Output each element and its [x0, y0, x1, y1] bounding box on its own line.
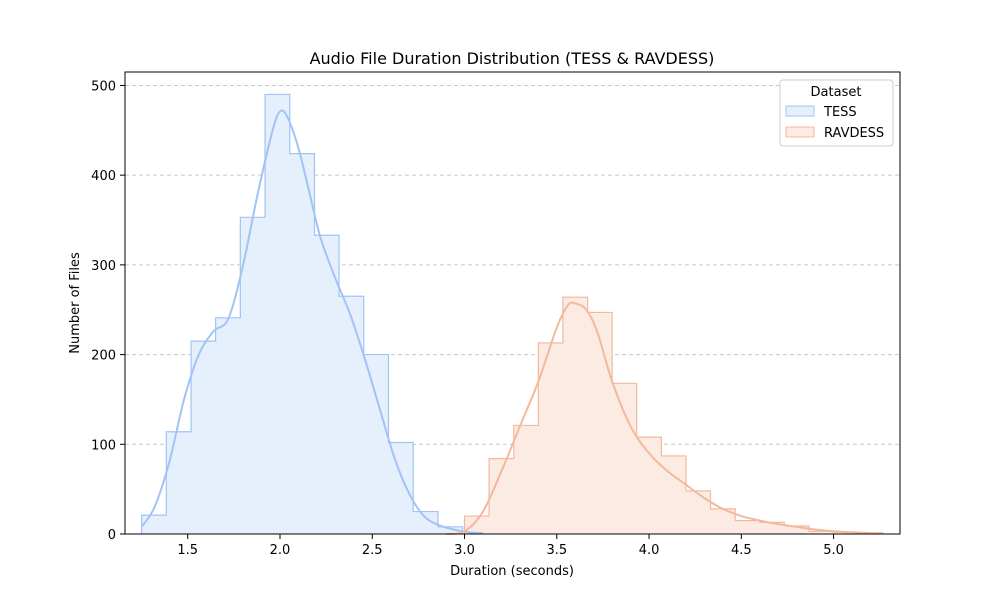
bar-ravdess-6 — [612, 383, 637, 534]
step-outline-ravdess — [463, 296, 884, 534]
step-outline-tess — [141, 93, 464, 534]
x-tick-label-0: 1.5 — [177, 543, 198, 558]
x-tick-label-7: 5.0 — [823, 543, 844, 558]
x-tick-label-3: 3.0 — [454, 543, 475, 558]
bar-ravdess-3 — [538, 342, 563, 534]
legend-label-ravdess: RAVDESS — [824, 126, 884, 141]
kde-curves — [140, 109, 884, 535]
bar-tess-10 — [388, 442, 414, 534]
chart-title: Audio File Duration Distribution (TESS &… — [310, 49, 715, 68]
bar-tess-2 — [191, 341, 216, 534]
legend-title: Dataset — [811, 85, 862, 100]
y-tick-label-4: 400 — [91, 169, 116, 184]
y-tick-label-3: 300 — [91, 259, 116, 274]
y-tick-label-5: 500 — [91, 79, 116, 94]
bar-tess-5 — [265, 94, 290, 534]
x-tick-label-5: 4.0 — [639, 543, 660, 558]
bar-ravdess-0 — [464, 516, 490, 534]
bar-ravdess-4 — [562, 297, 588, 534]
bar-ravdess-7 — [636, 437, 662, 534]
y-tick-label-2: 200 — [91, 349, 116, 364]
bar-ravdess-15 — [833, 532, 859, 534]
bar-ravdess-2 — [513, 425, 539, 534]
x-axis-title: Duration (seconds) — [450, 564, 574, 579]
x-tick-label-2: 2.5 — [362, 543, 383, 558]
kde-curve-ravdess — [445, 301, 884, 535]
y-tick-label-1: 100 — [91, 438, 116, 453]
bar-tess-3 — [215, 317, 241, 534]
bar-ravdess-12 — [759, 522, 785, 534]
y-axis-title: Number of Files — [68, 252, 83, 354]
legend-swatch-ravdess — [785, 126, 815, 138]
bar-tess-1 — [166, 431, 192, 534]
bar-ravdess-11 — [735, 520, 760, 534]
histogram-bars — [141, 93, 884, 534]
legend-swatch-tess — [785, 105, 815, 117]
bar-ravdess-13 — [784, 525, 810, 534]
x-tick-label-6: 4.5 — [731, 543, 752, 558]
bar-tess-0 — [141, 515, 167, 534]
bar-ravdess-5 — [587, 312, 613, 534]
bar-ravdess-14 — [809, 531, 834, 534]
bar-tess-9 — [363, 354, 389, 534]
x-tick-label-4: 3.5 — [546, 543, 567, 558]
x-tick-label-1: 2.0 — [270, 543, 291, 558]
bar-tess-8 — [339, 296, 364, 534]
axis-ticks: 1.5 2.0 2.5 3.0 3.5 4.0 4.5 5.0 0 100 200 300 400 500 — [91, 79, 844, 558]
bar-tess-4 — [240, 217, 266, 534]
legend-label-tess: TESS — [823, 105, 857, 120]
kde-curve-tess — [140, 109, 484, 535]
legend: Dataset TESS RAVDESS — [779, 79, 894, 147]
bar-tess-6 — [289, 153, 315, 534]
bar-ravdess-9 — [685, 490, 711, 534]
y-tick-label-0: 0 — [108, 528, 116, 543]
plot-frame — [124, 71, 901, 535]
bar-ravdess-8 — [661, 455, 686, 534]
bar-tess-7 — [314, 235, 340, 534]
bar-tess-12 — [437, 526, 463, 534]
bar-tess-11 — [413, 511, 438, 534]
